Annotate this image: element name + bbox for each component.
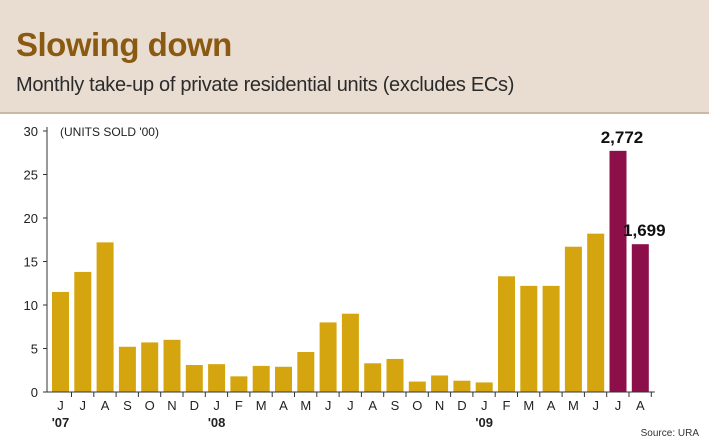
x-tick-label: A — [279, 398, 288, 413]
bar — [386, 358, 404, 392]
bar — [631, 244, 649, 392]
x-tick-label: M — [523, 398, 534, 413]
bar — [520, 285, 538, 392]
bar — [297, 351, 315, 392]
x-tick-label: A — [547, 398, 556, 413]
bar — [74, 271, 92, 392]
y-tick-label: 0 — [31, 385, 38, 400]
y-axis-label: (UNITS SOLD '00) — [60, 125, 159, 139]
year-label: '09 — [475, 415, 493, 430]
x-tick-label: D — [190, 398, 199, 413]
x-tick-label: A — [636, 398, 645, 413]
bar — [208, 364, 226, 392]
x-tick-label: J — [80, 398, 87, 413]
bar — [52, 291, 69, 392]
year-label: '07 — [52, 415, 70, 430]
bar — [185, 365, 203, 392]
bar — [275, 366, 292, 392]
y-tick-label: 30 — [24, 124, 38, 139]
bar — [252, 365, 270, 392]
x-tick-label: M — [256, 398, 267, 413]
bar — [542, 285, 560, 392]
x-tick-label: A — [368, 398, 377, 413]
x-tick-label: J — [592, 398, 599, 413]
bar — [141, 342, 159, 392]
x-tick-label: S — [391, 398, 400, 413]
bar — [96, 242, 114, 392]
y-tick-label: 15 — [24, 255, 38, 270]
x-axis: J J A S O N D J F M A M J J A S O N D J F M A M J J A'07'08'09 — [47, 391, 655, 430]
header-divider — [0, 112, 709, 114]
y-tick-label: 20 — [24, 211, 38, 226]
chart-subtitle: Monthly take-up of private residential u… — [16, 74, 515, 96]
x-tick-label: O — [145, 398, 155, 413]
bar — [230, 376, 248, 392]
x-tick-label: J — [57, 398, 64, 413]
year-label: '08 — [208, 415, 226, 430]
bar — [319, 322, 337, 392]
y-tick-label: 25 — [24, 168, 38, 183]
bar — [609, 150, 627, 392]
bar — [431, 375, 449, 392]
x-tick-label: N — [167, 398, 176, 413]
x-tick-label: N — [435, 398, 444, 413]
bar — [498, 276, 515, 392]
y-tick-label: 5 — [31, 342, 38, 357]
x-tick-label: F — [235, 398, 243, 413]
data-label: 1,699 — [623, 221, 666, 240]
bar — [408, 381, 426, 392]
bar — [564, 246, 582, 392]
x-tick-label: J — [325, 398, 332, 413]
bar — [118, 346, 136, 392]
chart-header: Slowing down Monthly take-up of private … — [0, 0, 709, 112]
bar — [587, 233, 605, 392]
bar — [163, 339, 181, 392]
y-tick-label: 10 — [24, 298, 38, 313]
x-tick-label: J — [481, 398, 488, 413]
chart-title: Slowing down — [16, 26, 232, 63]
x-tick-label: J — [347, 398, 354, 413]
y-axis: 0 5 10 15 20 25 30 — [24, 124, 48, 400]
x-tick-label: M — [568, 398, 579, 413]
x-tick-label: F — [503, 398, 511, 413]
x-tick-label: J — [213, 398, 220, 413]
bar — [475, 382, 493, 392]
x-tick-label: S — [123, 398, 132, 413]
x-tick-label: J — [615, 398, 622, 413]
x-tick-label: A — [101, 398, 110, 413]
data-label: 2,772 — [601, 128, 644, 147]
x-tick-label: D — [457, 398, 466, 413]
bar — [341, 313, 359, 392]
x-tick-label: M — [300, 398, 311, 413]
x-tick-label: O — [412, 398, 422, 413]
bars: 2,772 1,699 — [52, 128, 666, 392]
bar — [364, 363, 382, 392]
source-note: Source: URA — [640, 428, 699, 439]
bar — [453, 380, 471, 392]
